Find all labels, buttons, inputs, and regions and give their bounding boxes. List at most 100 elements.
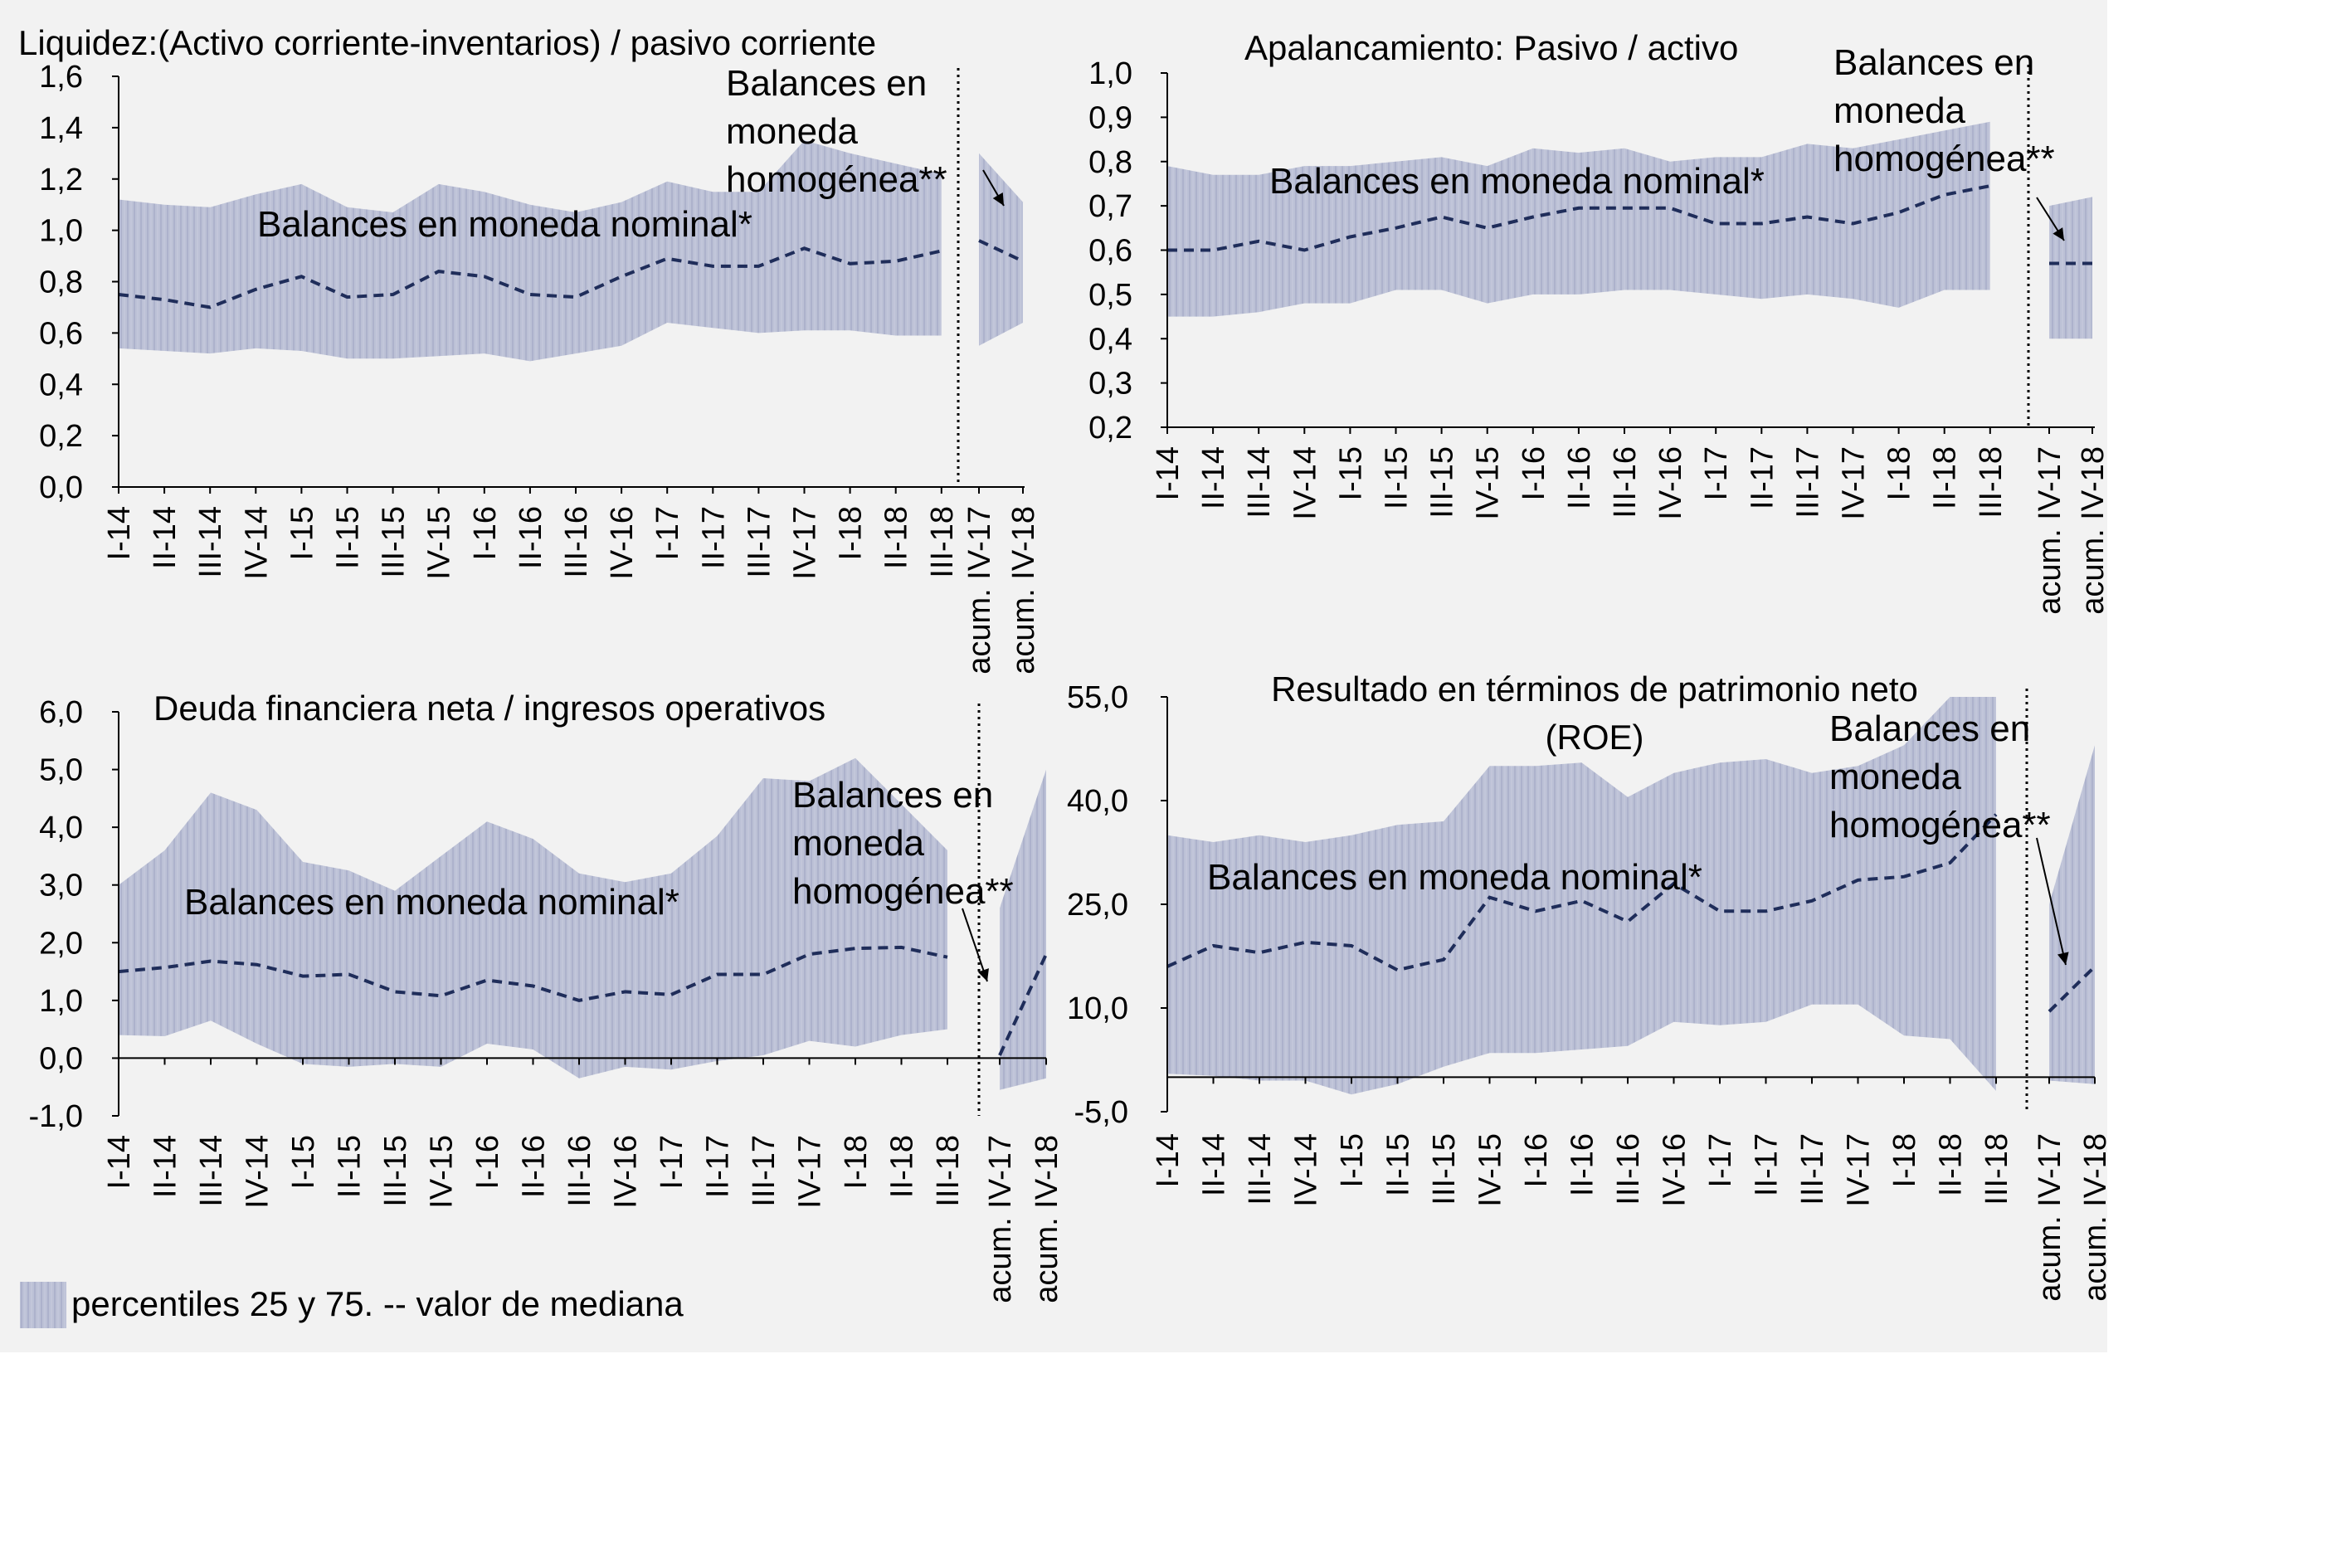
x-category-label: III-17 bbox=[742, 506, 777, 578]
x-category-label: II-16 bbox=[514, 506, 548, 569]
x-category-label: I-15 bbox=[286, 1135, 321, 1189]
y-tick-label: 55,0 bbox=[1067, 680, 1128, 715]
annotation-homogeneous: Balances en bbox=[1829, 709, 2030, 749]
legend-text: percentiles 25 y 75. -- valor de mediana bbox=[71, 1284, 684, 1323]
x-category-label: acum. IV-17 bbox=[2033, 446, 2067, 615]
x-category-label: II-14 bbox=[148, 506, 183, 569]
annotation-arrow-head bbox=[2057, 952, 2069, 965]
x-category-label: II-18 bbox=[1928, 446, 1963, 509]
x-category-label: acum. IV-18 bbox=[1030, 1135, 1064, 1303]
y-tick-label: 0,2 bbox=[1088, 411, 1132, 446]
x-category-label: III-16 bbox=[562, 1135, 597, 1207]
band-homogeneous-apalancamiento bbox=[2049, 197, 2092, 339]
x-category-label: acum. IV-17 bbox=[2033, 1133, 2067, 1302]
x-category-label: I-16 bbox=[468, 506, 503, 560]
x-category-label: II-16 bbox=[1566, 1133, 1600, 1196]
x-category-label: IV-14 bbox=[239, 506, 274, 580]
annotation-nominal: Balances en moneda nominal* bbox=[184, 882, 679, 923]
x-category-label: IV-17 bbox=[793, 1135, 828, 1209]
x-category-label: III-18 bbox=[1979, 1133, 2014, 1205]
annotation-homogeneous: moneda bbox=[1833, 90, 1966, 131]
annotation-nominal: Balances en moneda nominal* bbox=[1269, 161, 1765, 202]
x-category-label: I-16 bbox=[470, 1135, 505, 1189]
x-category-label: I-14 bbox=[1151, 1133, 1186, 1187]
x-category-label: I-17 bbox=[650, 506, 685, 560]
y-tick-label: 1,0 bbox=[39, 984, 83, 1019]
x-category-label: I-15 bbox=[1335, 1133, 1370, 1187]
x-category-label: III-15 bbox=[378, 1135, 413, 1207]
x-category-label: II-18 bbox=[879, 506, 914, 569]
y-tick-label: 25,0 bbox=[1067, 888, 1128, 923]
annotation-homogeneous: homogénea** bbox=[792, 871, 1014, 912]
chart-title: Resultado en términos de patrimonio neto bbox=[1271, 670, 1918, 709]
y-tick-label: 0,6 bbox=[39, 316, 83, 351]
x-category-label: III-18 bbox=[931, 1135, 966, 1207]
x-category-label: II-15 bbox=[331, 506, 366, 569]
chart-title: Apalancamiento: Pasivo / activo bbox=[1244, 28, 1738, 67]
y-tick-label: 3,0 bbox=[39, 869, 83, 903]
x-category-label: III-14 bbox=[193, 506, 228, 578]
annotation-homogeneous: homogénea** bbox=[1829, 805, 2051, 845]
x-category-label: II-16 bbox=[517, 1135, 552, 1198]
annotation-arrow bbox=[962, 908, 988, 982]
y-tick-label: 0,3 bbox=[1088, 367, 1132, 402]
x-category-label: III-17 bbox=[1790, 446, 1825, 519]
x-category-label: III-17 bbox=[747, 1135, 782, 1207]
y-tick-label: 1,4 bbox=[39, 111, 83, 146]
y-tick-label: 0,4 bbox=[39, 368, 83, 402]
chart-title: Liquidez:(Activo corriente-inventarios) … bbox=[18, 23, 876, 62]
x-category-label: III-15 bbox=[1425, 446, 1460, 519]
y-tick-label: 0,7 bbox=[1088, 189, 1132, 224]
x-category-label: II-15 bbox=[333, 1135, 368, 1198]
legend: percentiles 25 y 75. -- valor de mediana bbox=[20, 1282, 684, 1328]
x-category-label: I-17 bbox=[1699, 446, 1734, 500]
x-category-label: acum. IV-17 bbox=[962, 506, 997, 674]
annotation-homogeneous: homogénea** bbox=[1833, 139, 2055, 179]
y-tick-label: 6,0 bbox=[39, 695, 83, 730]
annotation-arrow-head bbox=[2053, 227, 2064, 241]
band-nominal-apalancamiento bbox=[1167, 121, 1990, 317]
x-category-label: acum. IV-18 bbox=[1006, 506, 1041, 674]
x-category-label: II-17 bbox=[1750, 1133, 1785, 1196]
y-tick-label: 5,0 bbox=[39, 753, 83, 788]
x-category-label: III-18 bbox=[925, 506, 960, 578]
x-category-label: I-18 bbox=[839, 1135, 874, 1189]
y-tick-label: 1,0 bbox=[1088, 56, 1132, 91]
x-category-label: IV-15 bbox=[1473, 1133, 1508, 1207]
x-category-label: II-17 bbox=[701, 1135, 736, 1198]
x-category-label: I-18 bbox=[1887, 1133, 1922, 1187]
annotation-arrow bbox=[2036, 837, 2067, 966]
x-category-label: II-18 bbox=[885, 1135, 920, 1198]
y-tick-label: 0,8 bbox=[1088, 145, 1132, 180]
y-tick-label: 0,2 bbox=[39, 419, 83, 454]
x-category-label: IV-14 bbox=[1289, 1133, 1324, 1207]
chart-deuda: -1,0 0,0 1,0 2,0 3,0 4,0 5,0 6,0 I-14 II-14 III-14… bbox=[29, 689, 1064, 1303]
x-category-label: IV-17 bbox=[1837, 446, 1872, 520]
band-nominal-roe bbox=[1167, 697, 1996, 1095]
y-tick-label: 0,4 bbox=[1088, 322, 1132, 357]
x-category-label: III-16 bbox=[1611, 1133, 1646, 1205]
median-homogeneous-liquidez bbox=[978, 239, 1024, 263]
x-category-label: IV-15 bbox=[422, 506, 457, 580]
x-category-label: I-14 bbox=[1151, 446, 1186, 500]
y-tick-label: 0,9 bbox=[1088, 100, 1132, 135]
x-category-label: IV-16 bbox=[605, 506, 640, 580]
x-category-label: III-16 bbox=[559, 506, 594, 578]
x-category-label: IV-14 bbox=[241, 1135, 275, 1209]
x-category-label: acum. IV-17 bbox=[983, 1135, 1018, 1303]
x-category-label: I-16 bbox=[1517, 446, 1551, 500]
chart-title: Deuda financiera neta / ingresos operati… bbox=[153, 689, 825, 728]
y-tick-label: 0,8 bbox=[39, 265, 83, 300]
y-tick-label: 1,0 bbox=[39, 214, 83, 249]
x-category-label: III-15 bbox=[377, 506, 411, 578]
x-category-label: III-14 bbox=[1242, 446, 1277, 519]
chart-roe: -5,0 10,0 25,0 40,0 55,0 I-14 II-14 III-14 IV-14… bbox=[1067, 670, 2113, 1302]
x-category-label: II-15 bbox=[1381, 1133, 1416, 1196]
x-category-label: IV-16 bbox=[609, 1135, 644, 1209]
x-category-label: III-14 bbox=[1243, 1133, 1278, 1205]
annotation-arrow-head bbox=[992, 192, 1004, 206]
annotation-homogeneous: moneda bbox=[726, 111, 859, 152]
x-category-label: II-14 bbox=[1197, 1133, 1232, 1196]
y-tick-label: 0,0 bbox=[39, 470, 83, 505]
annotation-homogeneous: Balances en bbox=[792, 775, 993, 816]
